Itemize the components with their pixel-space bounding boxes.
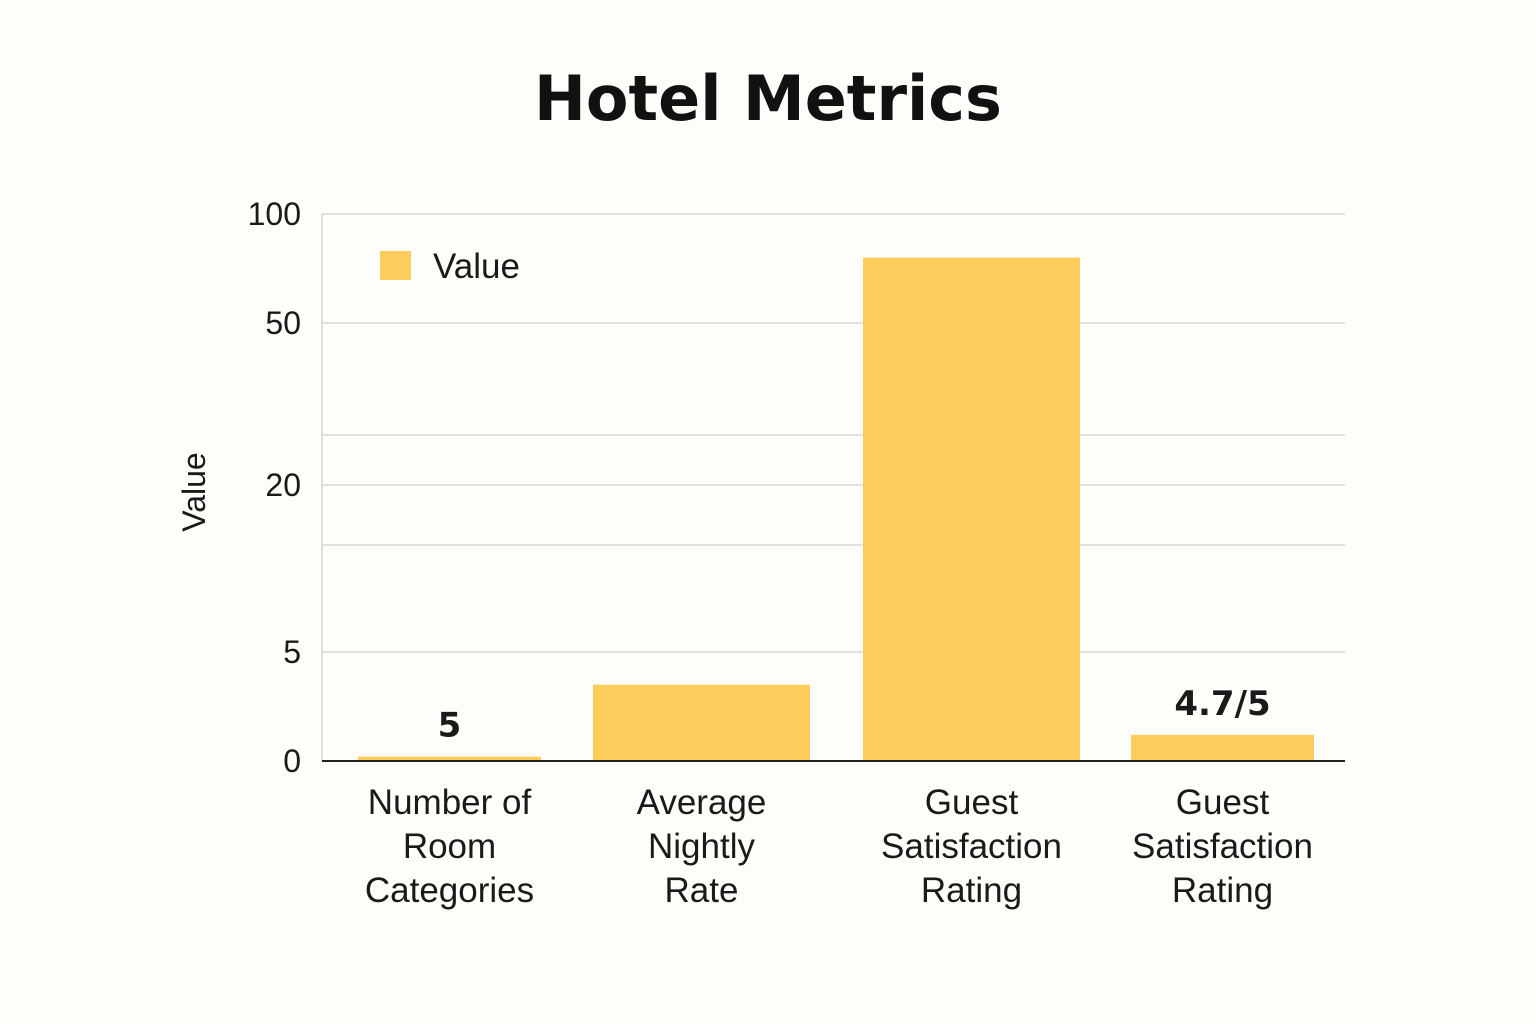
legend-label: Value xyxy=(433,247,520,286)
x-tick-label: Average Nightly Rate xyxy=(637,783,767,910)
data-label: 4.7/5 xyxy=(1174,684,1270,724)
bar xyxy=(1131,734,1314,761)
legend-swatch xyxy=(380,251,411,280)
bar xyxy=(863,257,1080,761)
gridlines xyxy=(322,213,1345,653)
chart-title: Hotel Metrics xyxy=(534,62,1002,135)
legend: Value xyxy=(380,247,520,286)
labels: 0 5 20 50 100 5 Number of Room Categories Average… xyxy=(248,196,1313,910)
y-tick-label: 5 xyxy=(283,634,301,670)
bars xyxy=(358,257,1314,761)
x-tick-label: Guest Satisfaction Rating xyxy=(881,783,1062,910)
x-tick-label: Number of Room Categories xyxy=(365,783,534,910)
axes xyxy=(321,214,1345,762)
y-tick-label: 0 xyxy=(283,743,301,779)
data-label: 5 xyxy=(438,706,462,746)
y-tick-label: 50 xyxy=(265,305,301,341)
x-tick-label: Guest Satisfaction Rating xyxy=(1132,783,1313,910)
bar xyxy=(593,684,810,761)
bar xyxy=(358,756,541,761)
y-axis-label: Value xyxy=(176,452,212,531)
y-tick-label: 100 xyxy=(248,196,301,232)
y-tick-label: 20 xyxy=(265,467,301,503)
